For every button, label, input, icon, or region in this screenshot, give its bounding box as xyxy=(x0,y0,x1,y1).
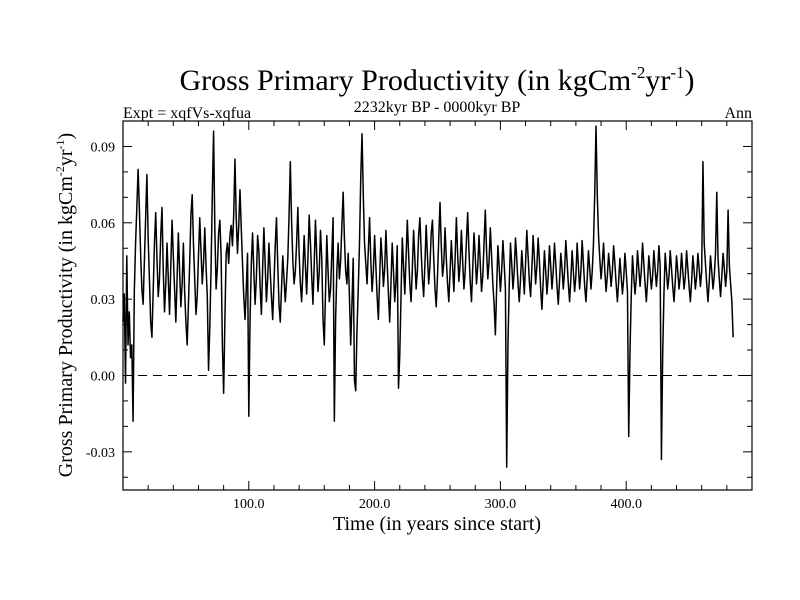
y-tick-label: 0.06 xyxy=(91,217,116,232)
y-tick-label: 0.03 xyxy=(91,293,116,308)
subtitle-right: Ann xyxy=(724,105,752,122)
x-tick-label: 300.0 xyxy=(485,497,517,512)
axis-ticks: 100.0 200.0 300.0 400.0 -0.03 0.00 0.03 0.06 0.0… xyxy=(86,121,752,512)
x-axis-label: Time (in years since start) xyxy=(333,513,541,535)
x-tick-label: 400.0 xyxy=(610,497,642,512)
y-tick-label: -0.03 xyxy=(86,446,115,461)
subtitle-center: 2232kyr BP - 0000kyr BP xyxy=(354,99,521,116)
y-axis-label: Gross Primary Productivity (in kgCm-2yr-… xyxy=(53,133,77,477)
series-line xyxy=(122,125,734,468)
y-tick-label: 0.00 xyxy=(91,369,116,384)
plot-area-frame xyxy=(122,120,753,491)
y-tick-label: 0.09 xyxy=(91,140,116,155)
x-tick-label: 200.0 xyxy=(359,497,391,512)
x-tick-label: 100.0 xyxy=(233,497,265,512)
subtitle-left: Expt = xqfVs-xqfua xyxy=(123,105,251,122)
chart-title: Gross Primary Productivity (in kgCm-2yr-… xyxy=(180,63,695,97)
